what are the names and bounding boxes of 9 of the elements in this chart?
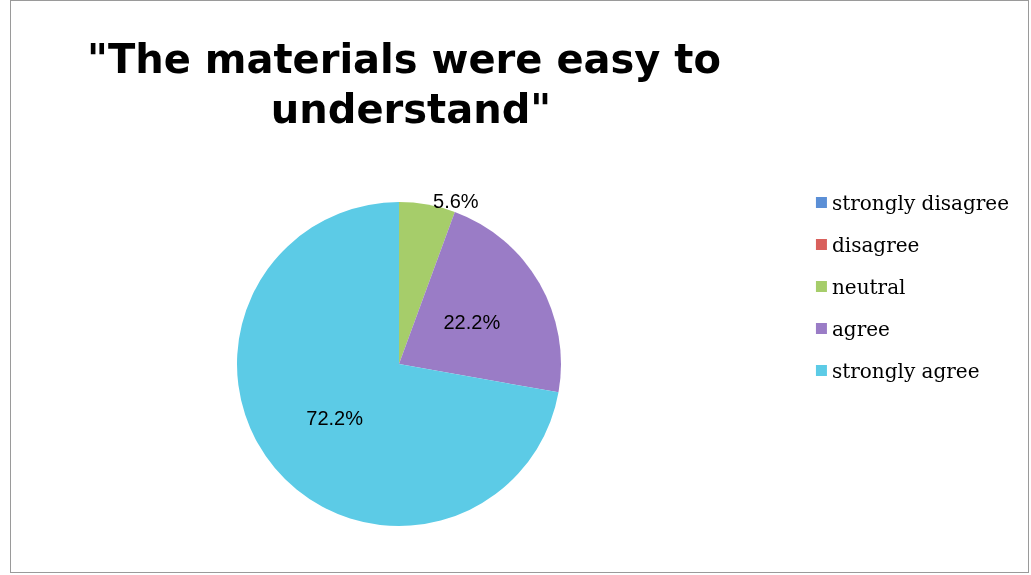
data-label: 72.2% [306, 406, 364, 429]
legend-label: neutral [831, 274, 906, 299]
legend-label: strongly agree [831, 358, 980, 383]
data-label: 5.6% [433, 189, 479, 212]
data-label: 22.2% [443, 311, 501, 334]
legend-label: strongly disagree [831, 190, 1009, 215]
legend-label: disagree [831, 232, 920, 257]
legend-label: agree [831, 316, 890, 341]
chart-title: "The materials were easy to understand" [87, 36, 721, 132]
